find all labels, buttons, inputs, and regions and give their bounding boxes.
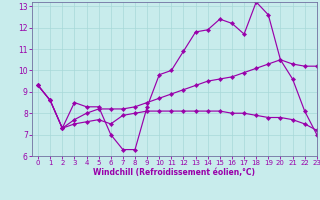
X-axis label: Windchill (Refroidissement éolien,°C): Windchill (Refroidissement éolien,°C) [93, 168, 255, 177]
